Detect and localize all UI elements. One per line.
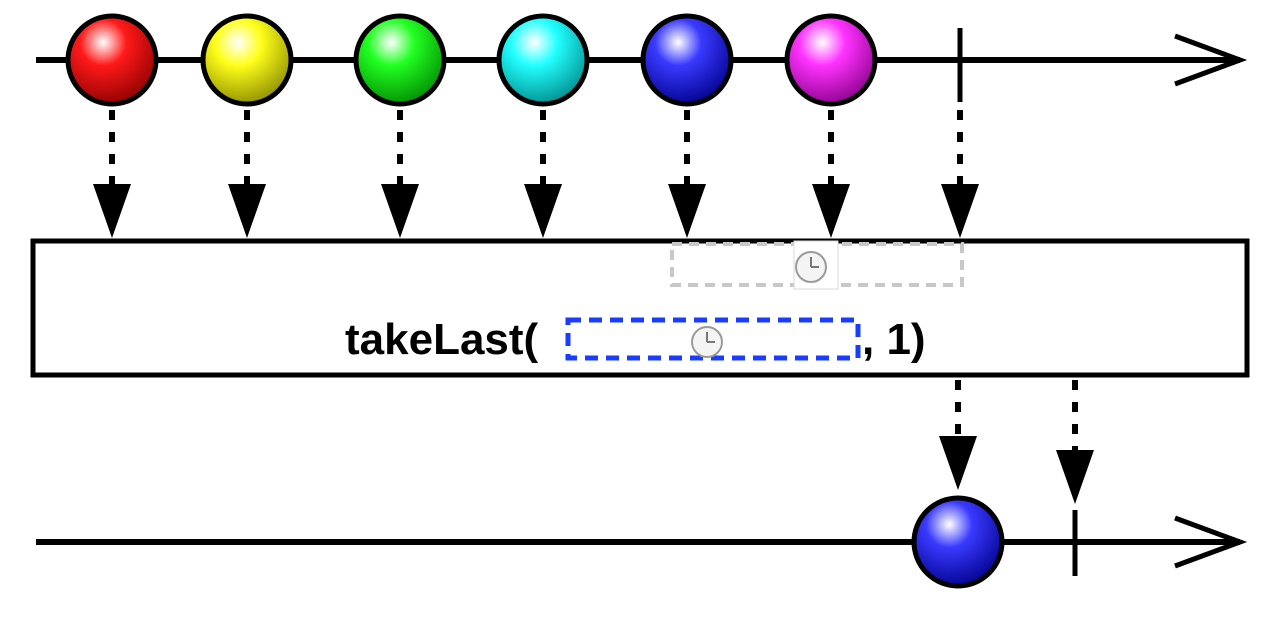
output-arrow-1-head: [939, 436, 977, 490]
output-completion-arrow-head: [1056, 450, 1094, 504]
output-arrow-1: [939, 380, 977, 490]
operator-args: , 1): [862, 315, 926, 364]
blue-marble: [640, 13, 734, 107]
input-arrow-1-head: [93, 184, 131, 238]
input-arrow-5-head: [668, 184, 706, 238]
input-arrow-3: [381, 110, 419, 238]
emission-arrows: [93, 110, 1094, 504]
cyan-marble: [496, 13, 590, 107]
input-arrow-1: [93, 110, 131, 238]
input-arrow-3-head: [381, 184, 419, 238]
magenta-marble: [784, 13, 878, 107]
operator-name: takeLast(: [345, 315, 539, 364]
output-marbles: [911, 495, 1005, 589]
time-window-parameter: [565, 317, 861, 361]
source-arrowhead: [1174, 33, 1248, 87]
ghost-time-window: [670, 240, 964, 290]
red-marble: [65, 13, 159, 107]
input-arrow-4: [524, 110, 562, 238]
output-blue-marble: [911, 495, 1005, 589]
output-completion-arrow: [1056, 380, 1094, 504]
operator-box: [30, 238, 1250, 378]
input-arrow-2: [228, 110, 266, 238]
input-completion-arrow: [941, 110, 979, 238]
output-arrowhead: [1174, 515, 1248, 569]
yellow-marble: [200, 13, 294, 107]
input-arrow-4-head: [524, 184, 562, 238]
green-marble: [353, 13, 447, 107]
input-completion-arrow-head: [941, 184, 979, 238]
input-arrow-6: [812, 110, 850, 238]
output-timeline: [36, 515, 1248, 569]
ghost-clock-icon: [795, 251, 827, 283]
input-arrow-6-head: [812, 184, 850, 238]
clock-icon: [691, 326, 723, 358]
input-arrow-5: [668, 110, 706, 238]
source-marbles: [65, 13, 878, 107]
input-arrow-2-head: [228, 184, 266, 238]
